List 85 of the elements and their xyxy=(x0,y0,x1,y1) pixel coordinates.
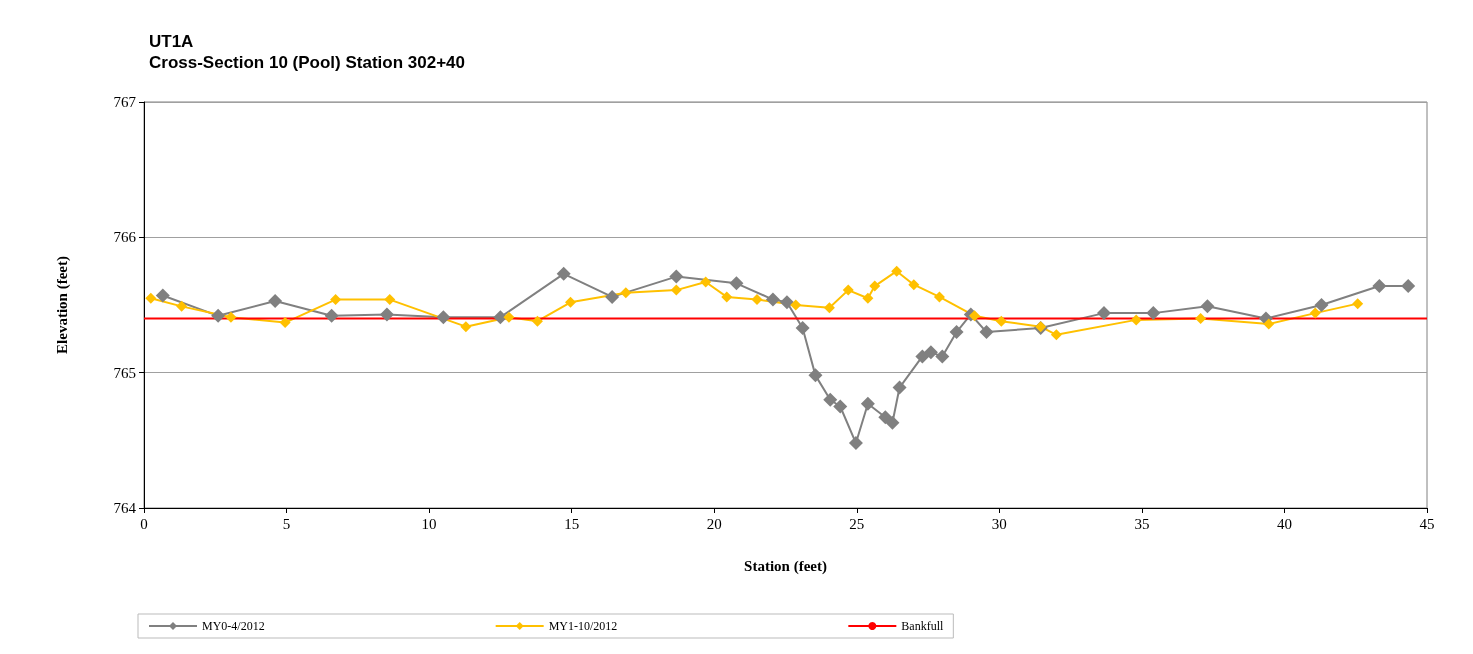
legend-label: MY1-10/2012 xyxy=(548,619,618,633)
point xyxy=(620,287,632,299)
point xyxy=(1200,299,1215,314)
x-tick-label: 35 xyxy=(1134,515,1150,532)
point xyxy=(765,292,780,307)
point xyxy=(833,399,848,414)
point xyxy=(860,396,875,411)
point xyxy=(790,299,802,311)
point xyxy=(995,315,1007,327)
point xyxy=(670,284,682,296)
y-tick-label: 765 xyxy=(113,364,136,381)
point xyxy=(1195,313,1207,325)
legend-label: Bankfull xyxy=(901,619,944,633)
point xyxy=(1050,329,1062,341)
point xyxy=(878,410,893,425)
point xyxy=(379,307,394,322)
point xyxy=(211,308,226,323)
point xyxy=(729,276,744,291)
x-tick-label: 0 xyxy=(140,515,148,532)
point xyxy=(460,321,472,333)
point xyxy=(823,302,835,314)
y-tick-label: 767 xyxy=(113,94,137,110)
point xyxy=(721,291,733,303)
chart-title: UT1A xyxy=(149,32,194,51)
point xyxy=(1096,306,1111,321)
point xyxy=(848,436,863,451)
point xyxy=(862,292,874,304)
point xyxy=(176,300,188,312)
point xyxy=(885,415,900,430)
x-tick-label: 30 xyxy=(991,515,1007,532)
point xyxy=(700,276,712,288)
point xyxy=(1130,314,1142,326)
point xyxy=(384,294,396,306)
point xyxy=(145,292,157,304)
point xyxy=(324,308,339,323)
point xyxy=(1401,279,1416,294)
point xyxy=(436,310,451,325)
point xyxy=(1263,318,1275,330)
point xyxy=(842,284,854,296)
point xyxy=(531,315,543,327)
point xyxy=(779,295,794,310)
point xyxy=(493,310,508,325)
point xyxy=(503,311,515,323)
chart-subtitle: Cross-Section 10 (Pool) Station 302+40 xyxy=(149,53,466,72)
point xyxy=(969,310,981,322)
point xyxy=(1314,298,1329,312)
point xyxy=(225,311,237,323)
x-tick-label: 15 xyxy=(564,515,580,532)
point xyxy=(605,289,620,304)
point xyxy=(949,325,964,340)
point xyxy=(155,288,170,303)
point xyxy=(935,349,950,364)
point xyxy=(1372,279,1387,294)
point xyxy=(823,392,838,407)
point xyxy=(908,279,920,291)
point xyxy=(869,280,881,292)
point xyxy=(923,345,938,360)
x-tick-label: 10 xyxy=(421,515,437,532)
point xyxy=(279,317,291,329)
point xyxy=(556,266,571,281)
y-tick-label: 764 xyxy=(113,500,137,516)
point xyxy=(268,293,283,308)
point xyxy=(1352,298,1364,310)
x-tick-label: 5 xyxy=(282,515,291,532)
x-tick-label: 20 xyxy=(706,515,722,532)
point xyxy=(933,291,945,303)
point xyxy=(330,294,342,306)
point xyxy=(1309,307,1321,319)
legend-label: MY0-4/2012 xyxy=(202,619,265,633)
y-axis-title: Elevation (feet) xyxy=(53,256,71,354)
point xyxy=(669,269,684,284)
point xyxy=(915,349,930,364)
point xyxy=(808,368,823,383)
x-axis-title: Station (feet) xyxy=(744,557,827,575)
point xyxy=(891,265,903,277)
point xyxy=(565,296,577,308)
y-tick-label: 766 xyxy=(113,229,137,246)
point xyxy=(892,380,907,395)
point xyxy=(751,294,763,306)
point xyxy=(795,321,810,336)
x-tick-label: 45 xyxy=(1419,515,1435,532)
x-tick-label: 40 xyxy=(1276,515,1292,532)
point xyxy=(979,325,994,340)
point xyxy=(1146,306,1161,321)
x-tick-label: 25 xyxy=(849,515,865,532)
